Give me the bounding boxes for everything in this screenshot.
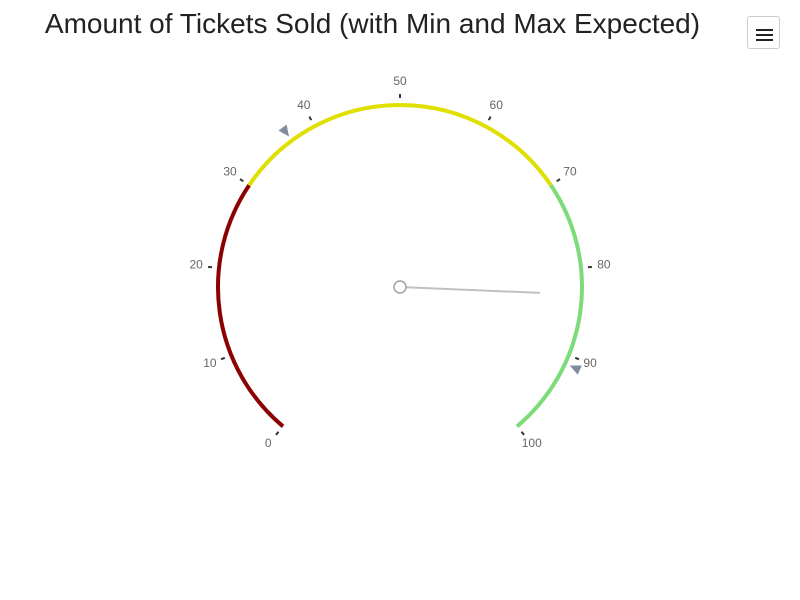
gauge-tick-label-40: 40: [297, 98, 311, 112]
gauge-tick-0: [275, 431, 280, 436]
hamburger-menu-button[interactable]: [747, 16, 780, 49]
gauge-band-1: [247, 103, 553, 187]
chart-title: Amount of Tickets Sold (with Min and Max…: [44, 8, 701, 39]
gauge-tick-label-80: 80: [597, 258, 611, 272]
gauge-tick-label-0: 0: [265, 436, 272, 450]
gauge-tick-label-50: 50: [393, 74, 407, 88]
gauge-tick-90: [574, 356, 580, 361]
gauge-tick-labels: 0 10 20 30 40 50 60 70 80 90 100: [189, 74, 610, 450]
gauge-markers: [278, 124, 582, 375]
max-expected-marker: [569, 365, 582, 375]
gauge-tick-label-20: 20: [189, 258, 203, 272]
gauge-needle-group: [393, 280, 540, 294]
gauge-needle: [399, 286, 540, 294]
gauge-tick-70: [556, 178, 561, 183]
gauge-ticks: [207, 94, 593, 436]
gauge-tick-label-30: 30: [223, 165, 237, 179]
gauge-tick-label-70: 70: [563, 165, 577, 179]
gauge-tick-60: [487, 116, 492, 121]
gauge-tick-100: [520, 431, 525, 436]
min-expected-marker: [278, 124, 290, 137]
gauge-band-2: [515, 184, 584, 428]
gauge-tick-label-60: 60: [490, 98, 504, 112]
gauge-tick-40: [308, 116, 313, 121]
gauge-band-0: [216, 184, 285, 428]
gauge-tick-label-90: 90: [583, 356, 597, 370]
gauge-tick-30: [239, 178, 244, 183]
gauge-tick-label-10: 10: [203, 356, 217, 370]
gauge-tick-10: [220, 356, 226, 361]
gauge-tick-label-100: 100: [522, 436, 542, 450]
gauge-pivot: [393, 280, 407, 294]
gauge-bands: [216, 103, 584, 428]
